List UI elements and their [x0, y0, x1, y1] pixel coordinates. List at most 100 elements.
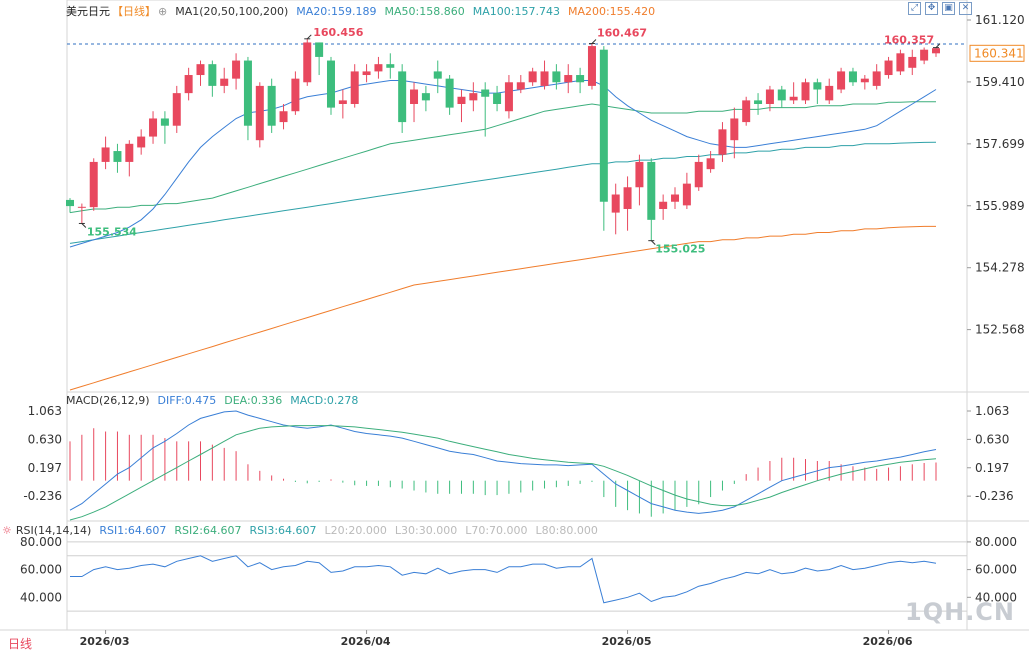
candle-body — [730, 118, 739, 141]
price-axis-label: 157.699 — [975, 137, 1025, 151]
image-icon[interactable]: ▣ — [942, 2, 955, 15]
date-label: 2026/04 — [341, 635, 391, 648]
candle-body — [813, 82, 822, 90]
price-axis-label: 159.410 — [975, 75, 1025, 89]
candle-body — [564, 75, 573, 83]
candle-body — [101, 147, 110, 162]
date-label: 2026/05 — [602, 635, 652, 648]
macd-axis-label-right: 0.630 — [975, 432, 1009, 446]
low-label-2-pointer — [650, 240, 656, 246]
price-axis-label: 155.989 — [975, 199, 1025, 213]
date-label: 2026/03 — [80, 635, 130, 648]
candle-body — [896, 53, 905, 72]
candle-body — [481, 89, 490, 97]
high-label-3-pointer — [935, 43, 941, 48]
candle-body — [89, 161, 98, 208]
rsi-axis-label-left: 60.000 — [20, 563, 62, 577]
macd-axis-label-left: 0.197 — [28, 461, 62, 475]
candle-body — [172, 93, 181, 126]
candle-body — [315, 42, 324, 57]
indicator-settings-icon[interactable]: ☼ — [2, 524, 12, 537]
candle-body — [504, 82, 513, 112]
candle-body — [789, 96, 798, 101]
macd-diff-line — [69, 410, 937, 514]
ma50-line — [69, 101, 936, 214]
period-tab[interactable]: 日线 — [8, 637, 33, 651]
last-price-value: 160.341 — [974, 46, 1024, 60]
candle-body — [326, 60, 335, 108]
candle-body — [243, 60, 252, 126]
candle-body — [184, 75, 193, 94]
candle-body — [587, 46, 596, 86]
candle-body — [149, 118, 158, 137]
rsi-l70: L70:70.000 — [465, 524, 528, 537]
rsi-axis-label-right: 80.000 — [975, 535, 1017, 549]
candle-body — [540, 71, 549, 86]
ma100-line — [69, 141, 937, 244]
candle-body — [659, 201, 668, 209]
candle-body — [671, 194, 680, 202]
ma100-value: MA100:157.743 — [472, 5, 560, 18]
candle-body — [552, 71, 561, 83]
candle-body — [694, 161, 703, 188]
candle-body — [528, 71, 537, 83]
candle-body — [754, 100, 763, 104]
candle-body — [338, 100, 347, 104]
candle-body — [421, 93, 430, 101]
macd-dea-line — [69, 425, 937, 521]
macd-diff-value: DIFF:0.475 — [157, 394, 217, 407]
expand-icon[interactable]: ⤢ — [908, 2, 921, 15]
high-label-1: 160.456 — [313, 26, 363, 39]
candle-body — [742, 100, 751, 123]
low-label-2: 155.025 — [655, 243, 705, 256]
period-label[interactable]: 【日线】 — [112, 5, 156, 18]
candle-body — [611, 194, 620, 213]
symbol-name: 美元日元 — [66, 5, 110, 18]
candle-body — [410, 89, 419, 104]
candle-body — [516, 82, 525, 90]
price-header: 美元日元 【日线】 ⊕ MA1(20,50,100,200) MA20:159.189 M… — [66, 3, 663, 19]
candle-body — [220, 78, 229, 86]
candle-body — [279, 111, 288, 123]
date-label: 2026/06 — [863, 635, 913, 648]
candle-body — [860, 78, 869, 83]
candle-body — [232, 60, 241, 79]
candle-body — [908, 56, 917, 68]
candle-body — [647, 161, 656, 220]
candle-body — [493, 93, 502, 104]
candle-body — [267, 85, 276, 126]
candle-body — [398, 71, 407, 123]
ma-label: MA1(20,50,100,200) — [175, 5, 289, 18]
candle-body — [848, 71, 857, 83]
settings-icon[interactable]: ⊕ — [158, 5, 168, 18]
candle-body — [765, 89, 774, 104]
macd-macd-value: MACD:0.278 — [290, 394, 359, 407]
macd-axis-label-right: -0.236 — [975, 489, 1014, 503]
candle-body — [635, 161, 644, 188]
candle-body — [137, 136, 146, 148]
ma200-line — [69, 225, 936, 391]
macd-dea-value: DEA:0.336 — [224, 394, 283, 407]
rsi3-value: RSI3:64.607 — [249, 524, 317, 537]
candle-body — [362, 71, 371, 76]
candle-body — [599, 49, 608, 202]
candle-body — [457, 96, 466, 104]
price-axis-label: 161.120 — [975, 13, 1025, 27]
close-icon[interactable]: ✕ — [959, 2, 972, 15]
candle-body — [291, 78, 300, 112]
candle-body — [125, 143, 134, 162]
candle-body — [872, 71, 881, 86]
macd-axis-label-left: 1.063 — [28, 404, 62, 418]
candle-body — [469, 93, 478, 101]
macd-axis-label-right: 0.197 — [975, 461, 1009, 475]
candle-body — [386, 64, 395, 68]
candle-body — [77, 206, 86, 208]
candle-body — [932, 48, 940, 54]
candle-body — [837, 71, 846, 90]
move-icon[interactable]: ✥ — [925, 2, 938, 15]
rsi-l80: L80:80.000 — [535, 524, 598, 537]
low-label-1-pointer — [81, 223, 87, 228]
candle-body — [255, 85, 264, 141]
ma20-line — [69, 80, 937, 248]
